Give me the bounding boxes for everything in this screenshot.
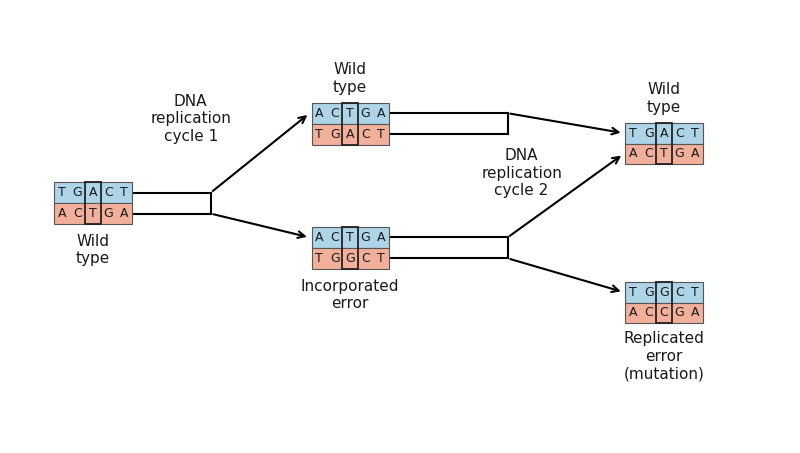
Text: T: T xyxy=(89,207,97,220)
Bar xyxy=(626,144,702,164)
Bar xyxy=(311,227,389,248)
Text: A: A xyxy=(120,207,128,220)
Text: C: C xyxy=(644,307,653,319)
Text: Replicated
error
(mutation): Replicated error (mutation) xyxy=(624,331,705,381)
Text: C: C xyxy=(675,126,684,140)
Text: G: G xyxy=(346,252,355,265)
Text: G: G xyxy=(330,128,340,140)
Text: A: A xyxy=(690,147,699,160)
Bar xyxy=(311,124,389,145)
Text: A: A xyxy=(315,107,323,120)
Text: DNA
replication
cycle 2: DNA replication cycle 2 xyxy=(481,149,562,198)
Bar xyxy=(342,227,358,269)
Text: G: G xyxy=(330,252,340,265)
Text: G: G xyxy=(361,107,370,120)
Text: A: A xyxy=(377,107,386,120)
Text: G: G xyxy=(361,231,370,244)
Text: A: A xyxy=(89,186,98,199)
Text: T: T xyxy=(691,126,699,140)
Text: T: T xyxy=(346,107,354,120)
Text: C: C xyxy=(675,285,684,299)
Text: G: G xyxy=(659,285,669,299)
Text: T: T xyxy=(377,252,385,265)
Bar xyxy=(311,103,389,124)
Text: Wild
type: Wild type xyxy=(76,234,110,266)
Bar xyxy=(54,203,132,224)
Bar xyxy=(311,248,389,269)
Text: Wild
type: Wild type xyxy=(647,82,682,115)
Text: T: T xyxy=(120,186,128,199)
Text: T: T xyxy=(630,285,637,299)
Bar xyxy=(626,123,702,144)
Text: A: A xyxy=(629,147,638,160)
Bar xyxy=(342,103,358,145)
Text: G: G xyxy=(644,126,654,140)
Text: C: C xyxy=(330,107,339,120)
Text: T: T xyxy=(660,147,668,160)
Text: A: A xyxy=(629,307,638,319)
Text: T: T xyxy=(58,186,66,199)
Text: C: C xyxy=(660,307,669,319)
Text: G: G xyxy=(73,186,82,199)
Text: G: G xyxy=(674,147,685,160)
Text: T: T xyxy=(315,128,323,140)
Text: C: C xyxy=(330,231,339,244)
Bar xyxy=(626,282,702,303)
Text: T: T xyxy=(346,231,354,244)
Text: T: T xyxy=(630,126,637,140)
Text: G: G xyxy=(104,207,114,220)
Text: T: T xyxy=(691,285,699,299)
Text: T: T xyxy=(377,128,385,140)
Text: A: A xyxy=(690,307,699,319)
Text: A: A xyxy=(346,128,354,140)
Bar xyxy=(626,303,702,323)
Text: Wild
type: Wild type xyxy=(333,63,367,95)
Text: A: A xyxy=(58,207,66,220)
Text: C: C xyxy=(104,186,113,199)
Text: A: A xyxy=(660,126,668,140)
Text: DNA
replication
cycle 1: DNA replication cycle 1 xyxy=(150,94,231,144)
Bar xyxy=(54,182,132,203)
Text: G: G xyxy=(644,285,654,299)
Text: C: C xyxy=(74,207,82,220)
Bar xyxy=(656,123,672,164)
Text: G: G xyxy=(674,307,685,319)
Text: C: C xyxy=(362,252,370,265)
Bar xyxy=(656,282,672,323)
Bar xyxy=(86,182,101,224)
Text: C: C xyxy=(644,147,653,160)
Text: Incorporated
error: Incorporated error xyxy=(301,279,399,311)
Text: A: A xyxy=(377,231,386,244)
Text: T: T xyxy=(315,252,323,265)
Text: A: A xyxy=(315,231,323,244)
Text: C: C xyxy=(362,128,370,140)
